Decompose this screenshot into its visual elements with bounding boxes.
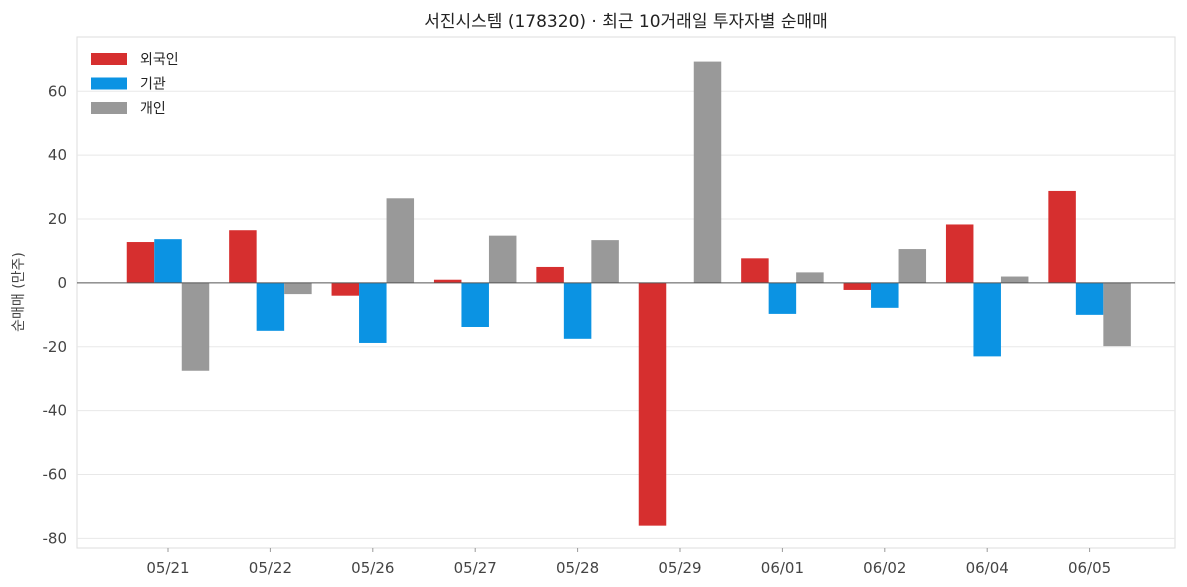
chart-title: 서진시스템 (178320) · 최근 10거래일 투자자별 순매매: [424, 12, 828, 32]
bar: [331, 282, 360, 296]
bar: [796, 272, 824, 283]
bar: [563, 282, 592, 339]
bar: [973, 282, 1001, 357]
legend-swatch: [91, 77, 127, 90]
bar: [181, 282, 210, 371]
y-axis-label: 순매매 (만주): [11, 252, 27, 332]
y-tick-label: 0: [57, 274, 67, 292]
bar: [154, 239, 182, 283]
bar: [284, 282, 312, 295]
bar: [693, 61, 722, 283]
x-tick-label: 05/27: [454, 559, 497, 577]
grid-lines: [77, 90, 1175, 539]
plot-frame: [76, 36, 1176, 549]
x-tick-label: 06/05: [1068, 559, 1111, 577]
bar: [126, 242, 155, 283]
legend-label: 외국인: [140, 52, 179, 68]
bar: [871, 282, 899, 308]
x-tick-label: 05/29: [658, 559, 701, 577]
bar: [638, 282, 667, 526]
y-tick-label: 60: [48, 82, 67, 100]
bar: [591, 240, 619, 283]
legend-label: 개인: [140, 101, 166, 117]
bar: [1075, 282, 1104, 315]
x-tick-label: 06/04: [966, 559, 1009, 577]
x-tick-label: 05/21: [146, 559, 189, 577]
bar: [768, 282, 797, 314]
bar: [945, 224, 974, 283]
y-tick-label: -80: [43, 529, 68, 547]
bar: [433, 279, 462, 283]
y-tick-label: 20: [48, 210, 67, 228]
bar: [1048, 190, 1076, 283]
bars: [126, 61, 1131, 526]
bar: [1000, 276, 1029, 283]
bar: [536, 266, 564, 283]
bar: [461, 282, 489, 327]
y-tick-label: -60: [43, 466, 68, 484]
bar: [386, 198, 415, 283]
legend-swatch: [91, 53, 127, 65]
x-tick-label: 06/02: [863, 559, 906, 577]
x-tick-label: 05/28: [556, 559, 599, 577]
bar: [229, 230, 257, 283]
bar: [488, 235, 517, 283]
x-tick-label: 06/01: [761, 559, 804, 577]
y-tick-label: -20: [43, 338, 68, 356]
bar: [256, 282, 285, 331]
bar: [741, 258, 769, 283]
bar: [359, 282, 387, 343]
bar: [1103, 282, 1131, 347]
x-tick-label: 05/26: [351, 559, 394, 577]
legend-label: 기관: [140, 77, 166, 93]
bar: [898, 249, 927, 283]
y-tick-label: 40: [48, 146, 67, 164]
y-tick-label: -40: [43, 402, 68, 420]
x-axis-ticks: 05/21 05/22 05/26 05/27 05/28 05/29 06/01 06/02…: [146, 548, 1111, 577]
bar: [843, 282, 872, 290]
x-tick-label: 05/22: [249, 559, 292, 577]
y-axis-ticks: -80 -60 -40 -20 0 20 40 60: [43, 82, 68, 547]
legend-swatch: [91, 102, 127, 114]
